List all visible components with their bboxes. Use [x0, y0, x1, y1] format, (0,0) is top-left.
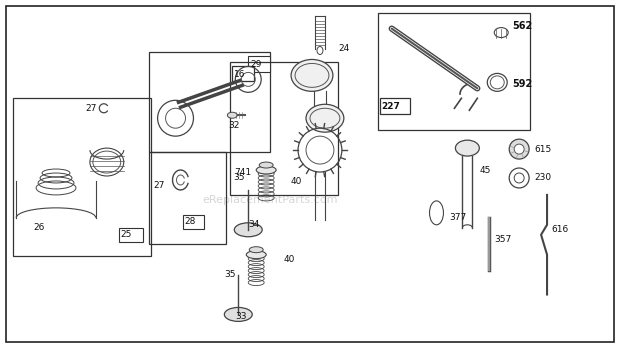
Ellipse shape — [256, 166, 276, 174]
Text: 35: 35 — [233, 174, 245, 182]
Text: 227: 227 — [382, 102, 401, 111]
Text: 741: 741 — [234, 167, 252, 176]
Ellipse shape — [224, 308, 252, 322]
Bar — [149, 152, 226, 244]
Text: 25: 25 — [121, 230, 132, 239]
Bar — [13, 98, 151, 256]
Text: 24: 24 — [338, 44, 349, 53]
Text: 29: 29 — [250, 60, 262, 69]
Bar — [149, 53, 270, 152]
Text: 230: 230 — [534, 174, 551, 182]
Bar — [379, 98, 410, 114]
Ellipse shape — [259, 162, 273, 168]
Text: 562: 562 — [512, 21, 533, 31]
Circle shape — [514, 144, 524, 154]
Ellipse shape — [246, 251, 266, 259]
Text: 40: 40 — [290, 177, 301, 187]
Bar — [232, 66, 254, 81]
Bar — [182, 215, 205, 229]
Bar — [230, 62, 338, 195]
Text: 45: 45 — [479, 166, 490, 174]
Text: 33: 33 — [236, 312, 247, 321]
Text: 26: 26 — [33, 223, 45, 232]
Circle shape — [509, 139, 529, 159]
Text: 357: 357 — [494, 235, 512, 244]
Text: 616: 616 — [551, 225, 569, 234]
Ellipse shape — [234, 223, 262, 237]
Text: 16: 16 — [234, 70, 246, 79]
Ellipse shape — [306, 104, 344, 132]
Ellipse shape — [291, 60, 333, 91]
Text: 28: 28 — [185, 217, 196, 226]
Bar — [119, 228, 143, 242]
Text: 40: 40 — [283, 255, 294, 264]
Ellipse shape — [456, 140, 479, 156]
Text: 35: 35 — [224, 270, 236, 279]
Bar — [248, 56, 270, 72]
Text: 592: 592 — [512, 79, 533, 89]
Ellipse shape — [228, 112, 237, 118]
Ellipse shape — [249, 247, 263, 253]
Bar — [378, 13, 530, 130]
Text: eReplacementParts.com: eReplacementParts.com — [202, 195, 338, 205]
Text: 27: 27 — [154, 181, 165, 190]
Text: 32: 32 — [228, 121, 240, 130]
Text: 27: 27 — [85, 104, 96, 113]
Text: 615: 615 — [534, 145, 551, 153]
Text: 34: 34 — [248, 220, 260, 229]
Text: 377: 377 — [450, 213, 467, 222]
